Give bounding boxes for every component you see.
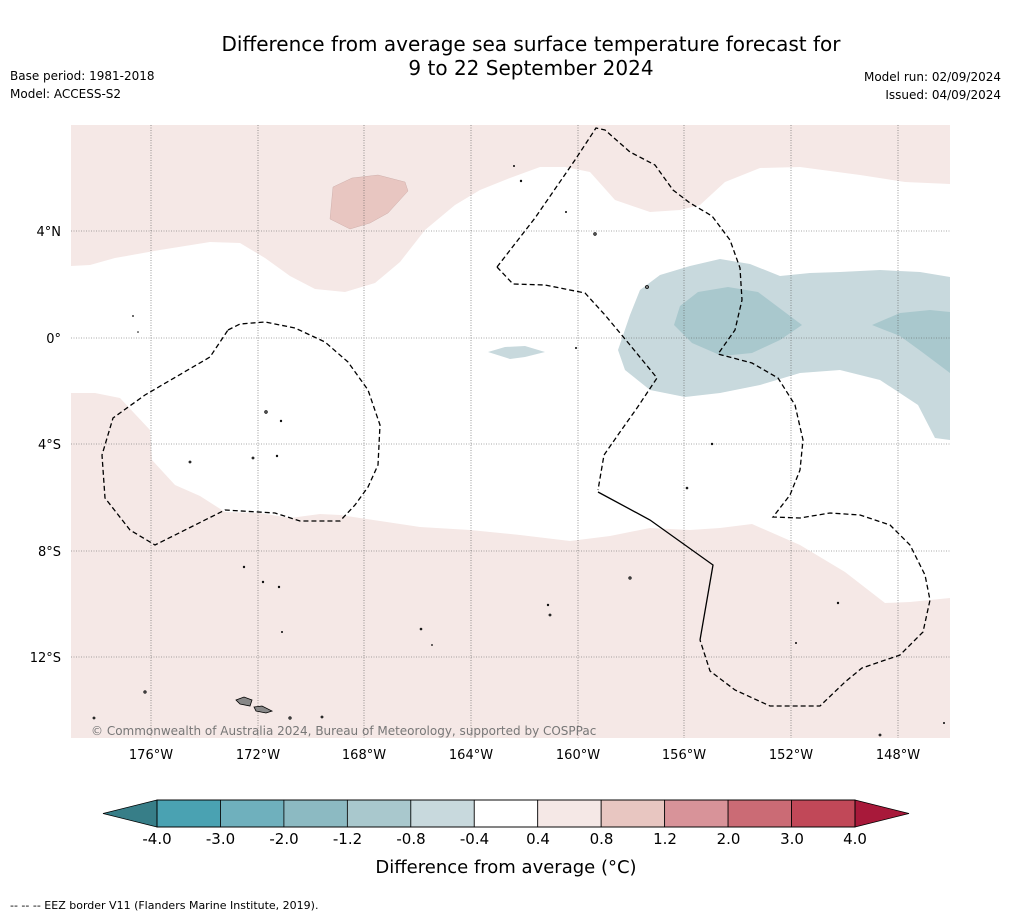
- meta-right: Model run: 02/09/2024 Issued: 04/09/2024: [864, 68, 1001, 104]
- colorbar-segment: [283, 799, 348, 828]
- colorbar-frame: [156, 799, 856, 828]
- colorbar-tick: -3.0: [206, 830, 235, 848]
- colorbar-segment: [410, 799, 475, 828]
- colorbar-tick: 3.0: [780, 830, 804, 848]
- issued-date: Issued: 04/09/2024: [885, 88, 1001, 102]
- colorbar-tick: 4.0: [843, 830, 867, 848]
- colorbar-segment: [791, 799, 856, 828]
- model-name: Model: ACCESS-S2: [10, 87, 122, 101]
- cool-anomaly-region: [618, 259, 950, 440]
- map-title: Difference from average sea surface temp…: [0, 32, 1011, 80]
- title-line-2: 9 to 22 September 2024: [408, 56, 654, 80]
- latitude-labels: 4°N 0° 4°S 8°S 12°S: [30, 225, 61, 666]
- colorbar-tick: -0.4: [460, 830, 489, 848]
- island-savaii: [235, 696, 253, 707]
- cool-anomaly-small: [488, 346, 545, 359]
- warm-anomaly-patch: [329, 174, 409, 230]
- lon-label: 168°W: [342, 748, 386, 763]
- base-period: Base period: 1981-2018: [10, 69, 155, 83]
- colorbar-tick: -2.0: [269, 830, 298, 848]
- maritime-boundary: [597, 491, 714, 641]
- lon-label: 148°W: [876, 748, 920, 763]
- colorbar-segment: [537, 799, 602, 828]
- colorbar-segment: [727, 799, 792, 828]
- eez-borders: [101, 127, 931, 707]
- island-upolu: [253, 705, 274, 714]
- colorbar-label: Difference from average (°C): [375, 857, 636, 878]
- colorbar-tick: -0.8: [396, 830, 425, 848]
- lat-label: 0°: [46, 332, 61, 347]
- colorbar-segment: [600, 799, 666, 828]
- eez-border-tokelau: [101, 321, 381, 546]
- lat-label: 8°S: [38, 545, 61, 560]
- cool-anomaly-core-2: [872, 310, 950, 373]
- lon-label: 156°W: [662, 748, 706, 763]
- eez-border-line-islands-west: [496, 266, 658, 491]
- lon-label: 160°W: [556, 748, 600, 763]
- colorbar-tick: 0.4: [526, 830, 550, 848]
- colorbar-segments: [156, 799, 856, 828]
- eez-legend-note: -- -- -- EEZ border V11 (Flanders Marine…: [10, 899, 319, 912]
- colorbar-tick: -1.2: [333, 830, 362, 848]
- lat-label: 4°S: [38, 438, 61, 453]
- lon-label: 164°W: [449, 748, 493, 763]
- longitude-labels: 176°W 172°W 168°W 164°W 160°W 156°W 152°…: [129, 748, 920, 763]
- colorbar-tick: 2.0: [717, 830, 741, 848]
- colorbar-tick: 1.2: [653, 830, 677, 848]
- meta-left: Base period: 1981-2018 Model: ACCESS-S2: [10, 67, 155, 103]
- colorbar-high-extend: [854, 799, 910, 828]
- lon-label: 172°W: [236, 748, 280, 763]
- cool-anomaly-core-1: [674, 287, 802, 356]
- copyright-text: © Commonwealth of Australia 2024, Bureau…: [91, 724, 596, 738]
- colorbar-tick: -4.0: [142, 830, 171, 848]
- colorbar-ticks: -4.0 -3.0 -2.0 -1.2 -0.8 -0.4 0.4 0.8 1.…: [142, 830, 867, 848]
- lat-label: 12°S: [30, 651, 61, 666]
- colorbar-segment: [156, 799, 221, 828]
- islands: [92, 164, 946, 737]
- graticule: [71, 125, 950, 738]
- eez-border-line-islands-north: [496, 127, 931, 707]
- lat-label: 4°N: [37, 225, 62, 240]
- warm-anomaly-south: [71, 393, 950, 738]
- lon-label: 176°W: [129, 748, 173, 763]
- map-area: © Commonwealth of Australia 2024, Bureau…: [71, 125, 950, 738]
- colorbar-tick: 0.8: [590, 830, 614, 848]
- model-run: Model run: 02/09/2024: [863, 70, 1001, 84]
- colorbar-segment: [220, 799, 285, 828]
- lon-label: 152°W: [769, 748, 813, 763]
- colorbar-segment: [664, 799, 729, 828]
- colorbar-low-extend: [102, 799, 158, 828]
- warm-anomaly-north: [71, 125, 950, 292]
- title-line-1: Difference from average sea surface temp…: [221, 32, 841, 56]
- colorbar-segment: [473, 799, 539, 828]
- colorbar-segment: [346, 799, 412, 828]
- colorbar: -4.0 -3.0 -2.0 -1.2 -0.8 -0.4 0.4 0.8 1.…: [102, 799, 910, 878]
